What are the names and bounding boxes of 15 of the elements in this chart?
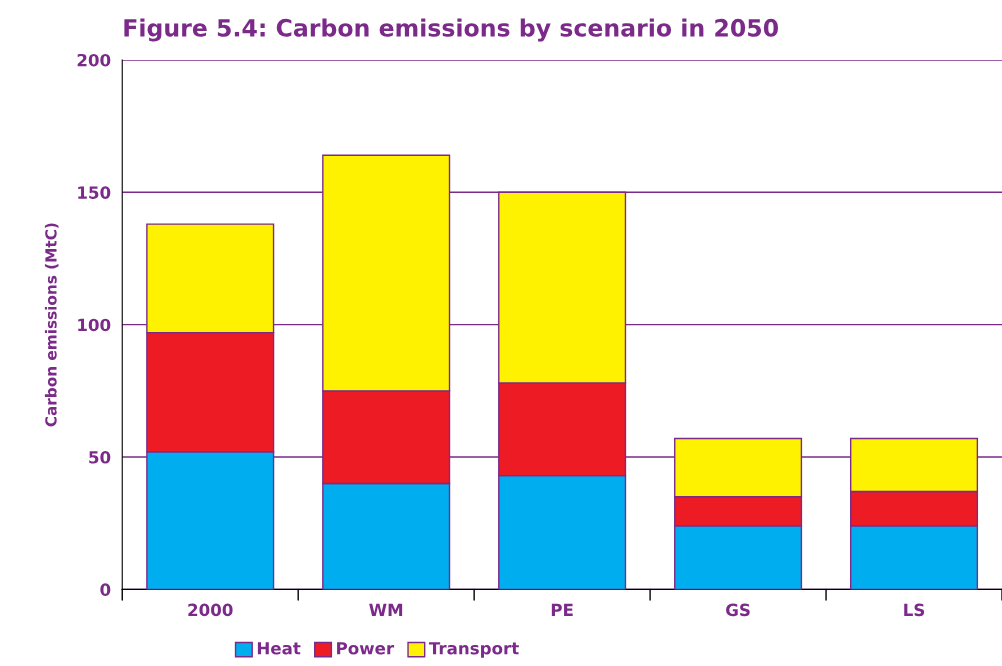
x-tick-label: LS — [904, 603, 925, 617]
y-tick-label: 0 — [100, 583, 111, 596]
legend-label: Transport — [428, 642, 519, 658]
x-tick-label: PE — [551, 603, 573, 616]
legend-label: Heat — [257, 642, 301, 655]
x-tick-label: WM — [369, 603, 403, 616]
x-tick-label: 2000 — [188, 603, 233, 617]
legend-label: Power — [337, 642, 395, 655]
y-tick-label: 200 — [77, 53, 111, 67]
x-tick-label: GS — [726, 603, 750, 617]
y-tick-label: 150 — [78, 186, 111, 199]
y-tick-label: 100 — [78, 318, 111, 332]
y-axis-title: Carbon emissions (MtC) — [44, 223, 59, 427]
y-tick-label: 50 — [89, 451, 111, 464]
chart-title: Figure 5.4: Carbon emissions by scenario in 2050 — [124, 18, 779, 42]
